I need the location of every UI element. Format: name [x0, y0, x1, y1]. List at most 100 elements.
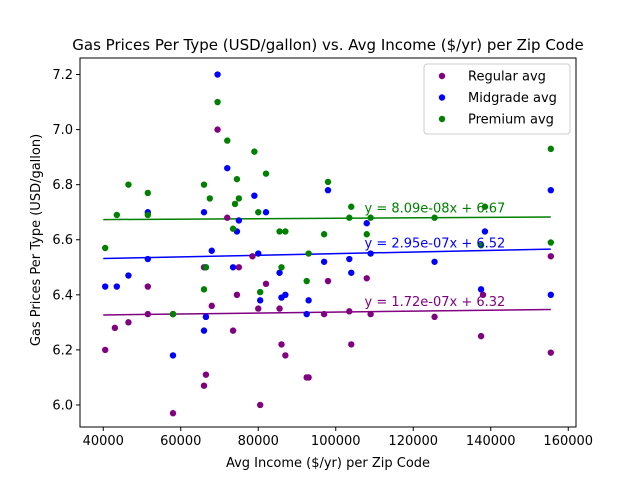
regular-avg-point [101, 346, 109, 354]
midgrade-avg-point [276, 269, 283, 276]
midgrade-avg-point [346, 255, 353, 263]
regular-avg-point [233, 291, 241, 299]
regular-avg-point [477, 332, 485, 340]
premium-avg-point [251, 148, 258, 155]
premium-avg-point [233, 175, 241, 183]
premium-avg-point [324, 178, 332, 186]
x-tick-label: 160000 [543, 434, 593, 449]
midgrade-avg-point [282, 291, 289, 299]
premium-avg-point [477, 242, 485, 249]
y-tick-label: 6.8 [52, 178, 73, 193]
midgrade-avg-point [202, 313, 210, 321]
regular-avg-legend-marker [438, 72, 446, 80]
premium-avg-point [214, 98, 221, 106]
regular-avg-point [208, 302, 215, 310]
midgrade-avg-point [367, 250, 374, 257]
midgrade-avg-point [477, 286, 485, 293]
regular-avg-point [547, 253, 555, 260]
x-tick-label: 120000 [388, 434, 438, 449]
regular-avg-equation-label: y = 1.72e-07x + 6.32 [365, 295, 506, 310]
regular-avg-fit-line [103, 308, 551, 316]
premium-avg-point [235, 195, 243, 202]
midgrade-avg-legend-marker [438, 94, 446, 101]
premium-avg-legend-label: Premium avg [468, 113, 554, 128]
premium-avg-point [202, 264, 210, 271]
x-tick-label: 60000 [160, 434, 201, 449]
x-tick-label: 80000 [238, 434, 279, 449]
premium-avg-point [363, 231, 370, 238]
regular-avg-point [111, 324, 119, 332]
midgrade-avg-point [144, 255, 152, 263]
premium-avg-equation-label: y = 8.09e-08x + 6.67 [365, 202, 506, 217]
y-tick-label: 7.2 [52, 68, 73, 83]
midgrade-avg-equation-label: y = 2.95e-07x + 6.52 [365, 236, 506, 251]
midgrade-avg-point [224, 164, 231, 172]
midgrade-avg-point [251, 192, 258, 199]
midgrade-avg-legend-label: Midgrade avg [468, 91, 557, 106]
x-tick-label: 140000 [466, 434, 516, 449]
equation-labels: y = 1.72e-07x + 6.32 y = 2.95e-07x + 6.52… [365, 202, 506, 311]
chart-title: Gas Prices Per Type (USD/gallon) vs. Avg… [72, 36, 583, 54]
y-tick-label: 6.4 [52, 288, 73, 303]
premium-avg-point [547, 239, 555, 246]
regular-avg-point [262, 280, 270, 288]
regular-avg-point [276, 305, 283, 312]
regular-avg-point [547, 349, 555, 356]
midgrade-avg-point [169, 352, 177, 359]
premium-avg-point [169, 310, 177, 318]
premium-avg-point [101, 244, 109, 252]
midgrade-avg-point [348, 269, 355, 276]
fit-lines [103, 216, 551, 316]
premium-avg-point [200, 181, 208, 188]
regular-avg-point [125, 319, 132, 326]
regular-avg-point [202, 371, 210, 378]
regular-avg-point [278, 341, 285, 348]
premium-avg-point [282, 228, 289, 235]
midgrade-avg-point [547, 186, 555, 194]
midgrade-avg-point [208, 247, 215, 254]
midgrade-avg-point [255, 250, 262, 257]
regular-avg-point [346, 308, 353, 315]
regular-avg-point [229, 327, 237, 334]
regular-avg-point [348, 341, 355, 348]
x-tick-label: 100000 [311, 434, 361, 449]
premium-avg-point [125, 181, 132, 188]
y-tick-label: 6.2 [52, 343, 73, 358]
regular-avg-point [214, 126, 221, 133]
premium-avg-point [113, 211, 121, 219]
premium-avg-point [348, 203, 355, 210]
x-tick-label: 40000 [83, 434, 124, 449]
midgrade-avg-point [214, 71, 221, 78]
data-points [101, 71, 555, 417]
regular-avg-legend-label: Regular avg [468, 70, 546, 85]
midgrade-avg-point [235, 217, 243, 224]
regular-avg-point [255, 305, 262, 312]
regular-avg-point [282, 352, 289, 359]
regular-avg-point [224, 214, 231, 221]
regular-avg-point [144, 283, 152, 290]
premium-avg-point [320, 231, 328, 238]
y-tick-label: 6.6 [52, 233, 73, 248]
premium-avg-point [278, 264, 285, 271]
regular-avg-point [320, 310, 328, 318]
regular-avg-point [144, 310, 152, 318]
premium-avg-point [255, 209, 262, 216]
regular-avg-point [200, 382, 208, 389]
legend-box [423, 63, 571, 135]
midgrade-avg-point [363, 220, 370, 227]
midgrade-avg-point [113, 283, 121, 290]
premium-avg-point [305, 250, 312, 257]
midgrade-avg-fit-line [103, 248, 551, 260]
midgrade-avg-point [262, 209, 270, 216]
regular-avg-point [249, 253, 256, 260]
midgrade-avg-point [125, 272, 132, 279]
regular-avg-point [324, 277, 332, 285]
midgrade-avg-point [320, 258, 328, 265]
premium-avg-point [231, 200, 239, 208]
midgrade-avg-point [324, 186, 332, 194]
midgrade-avg-point [305, 297, 312, 304]
premium-avg-point [200, 286, 208, 293]
premium-avg-point [256, 288, 264, 296]
midgrade-avg-point [200, 327, 208, 334]
